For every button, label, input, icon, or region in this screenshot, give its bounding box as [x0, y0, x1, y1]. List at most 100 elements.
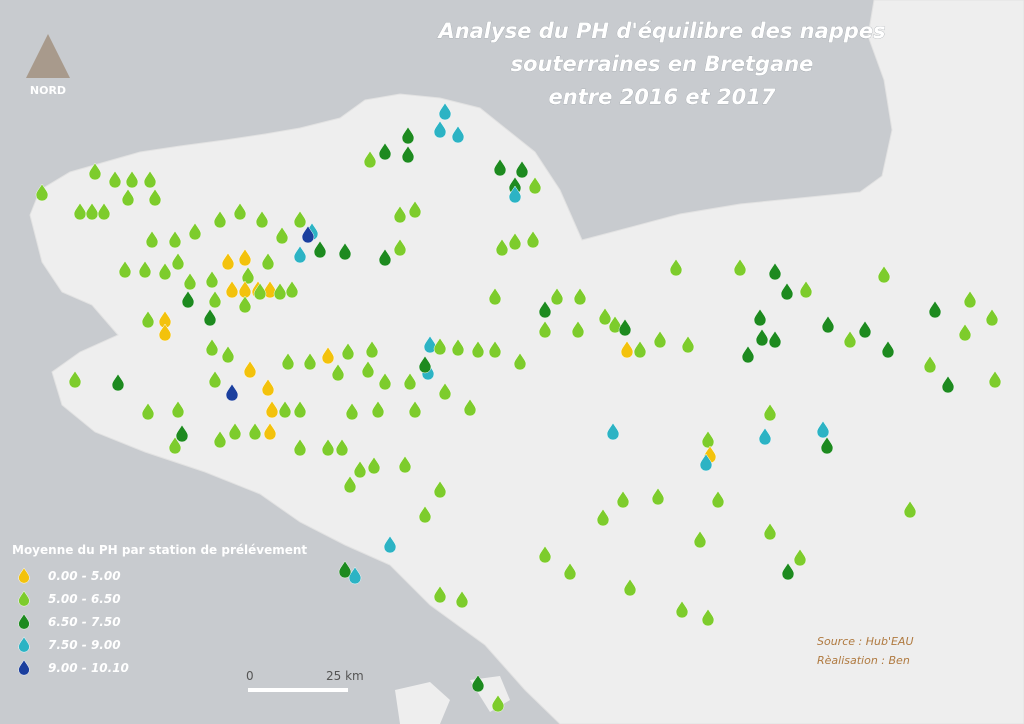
station-drop: [145, 230, 159, 249]
station-drop: [228, 422, 242, 441]
station-drop: [515, 160, 529, 179]
station-drop: [171, 252, 185, 271]
legend-label: 6.50 - 7.50: [48, 615, 121, 629]
station-drop: [768, 330, 782, 349]
station-drop: [799, 280, 813, 299]
station-drop: [433, 480, 447, 499]
station-drop: [513, 352, 527, 371]
station-drop: [293, 210, 307, 229]
station-drop: [378, 142, 392, 161]
station-drop: [335, 438, 349, 457]
station-drop: [423, 335, 437, 354]
station-drop: [963, 290, 977, 309]
station-drop: [877, 265, 891, 284]
station-drop: [168, 230, 182, 249]
island: [395, 682, 450, 724]
station-drop: [238, 248, 252, 267]
station-drop: [143, 170, 157, 189]
station-drop: [18, 636, 30, 653]
scale-end: 25 km: [326, 669, 364, 683]
station-drop: [125, 170, 139, 189]
station-drop: [121, 188, 135, 207]
station-drop: [608, 315, 622, 334]
station-drop: [365, 340, 379, 359]
station-drop: [408, 200, 422, 219]
station-drop: [451, 125, 465, 144]
station-drop: [455, 590, 469, 609]
station-drop: [620, 340, 634, 359]
title-line: souterraines en Bretgane: [511, 52, 814, 76]
station-drop: [633, 340, 647, 359]
station-drop: [538, 545, 552, 564]
station-drop: [73, 202, 87, 221]
station-drop: [528, 176, 542, 195]
station-drop: [263, 280, 277, 299]
station-drop: [923, 355, 937, 374]
station-drop: [928, 300, 942, 319]
station-drop: [371, 400, 385, 419]
station-drop: [463, 398, 477, 417]
station-drop: [233, 202, 247, 221]
station-drop: [651, 487, 665, 506]
station-drop: [616, 490, 630, 509]
station-drop: [606, 422, 620, 441]
station-drop: [343, 475, 357, 494]
station-drop: [903, 500, 917, 519]
station-drop: [618, 318, 632, 337]
station-drop: [741, 345, 755, 364]
station-drop: [205, 270, 219, 289]
station-drop: [68, 370, 82, 389]
station-drop: [711, 490, 725, 509]
station-drop: [563, 562, 577, 581]
station-drop: [208, 290, 222, 309]
station-drop: [881, 340, 895, 359]
station-drop: [141, 310, 155, 329]
legend-label: 7.50 - 9.00: [48, 638, 121, 652]
stations: [35, 102, 1002, 713]
title-line: entre 2016 et 2017: [549, 85, 776, 109]
station-drop: [248, 422, 262, 441]
station-drop: [158, 323, 172, 342]
station-drop: [418, 355, 432, 374]
station-drop: [18, 613, 30, 630]
compass-label: NORD: [30, 84, 66, 97]
station-drop: [208, 370, 222, 389]
station-drop: [816, 420, 830, 439]
station-drop: [183, 272, 197, 291]
station-drop: [378, 372, 392, 391]
station-drop: [596, 508, 610, 527]
station-drop: [985, 308, 999, 327]
station-drop: [491, 694, 505, 713]
station-drop: [488, 340, 502, 359]
station-drop: [367, 456, 381, 475]
station-drop: [175, 424, 189, 443]
station-drop: [669, 258, 683, 277]
station-drop: [438, 382, 452, 401]
station-drop: [675, 600, 689, 619]
land: [29, 0, 1024, 724]
station-drop: [693, 530, 707, 549]
station-drop: [111, 373, 125, 392]
station-drop: [471, 340, 485, 359]
station-drop: [550, 287, 564, 306]
station-drop: [285, 280, 299, 299]
station-drop: [793, 548, 807, 567]
station-drop: [763, 522, 777, 541]
station-drop: [253, 282, 267, 301]
station-drop: [701, 608, 715, 627]
station-drop: [313, 240, 327, 259]
station-drop: [118, 260, 132, 279]
station-drop: [108, 170, 122, 189]
station-drop: [758, 427, 772, 446]
station-drop: [148, 188, 162, 207]
station-drop: [203, 308, 217, 327]
legend: 0.00 - 5.00 5.00 - 6.50 6.50 - 7.50 7.50 - …: [18, 567, 129, 676]
station-drop: [331, 363, 345, 382]
station-drop: [338, 242, 352, 261]
station-drop: [780, 282, 794, 301]
station-drop: [85, 202, 99, 221]
station-drop: [18, 590, 30, 607]
station-drop: [261, 252, 275, 271]
station-drop: [493, 158, 507, 177]
